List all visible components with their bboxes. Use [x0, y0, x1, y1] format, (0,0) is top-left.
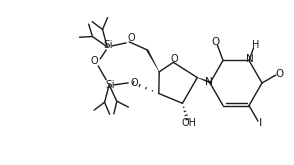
Text: H: H	[252, 40, 259, 50]
Text: O: O	[171, 54, 178, 64]
Text: I: I	[259, 118, 263, 128]
Text: N: N	[205, 77, 213, 87]
Text: O: O	[130, 78, 138, 88]
Text: O: O	[211, 37, 220, 48]
Text: N: N	[246, 54, 254, 65]
Polygon shape	[146, 49, 159, 72]
Text: OH: OH	[182, 118, 197, 128]
Text: Si: Si	[103, 40, 113, 50]
Text: O: O	[90, 56, 98, 66]
Text: Si: Si	[105, 80, 115, 90]
Text: O: O	[127, 33, 135, 43]
Polygon shape	[197, 77, 213, 84]
Text: O: O	[276, 69, 284, 79]
